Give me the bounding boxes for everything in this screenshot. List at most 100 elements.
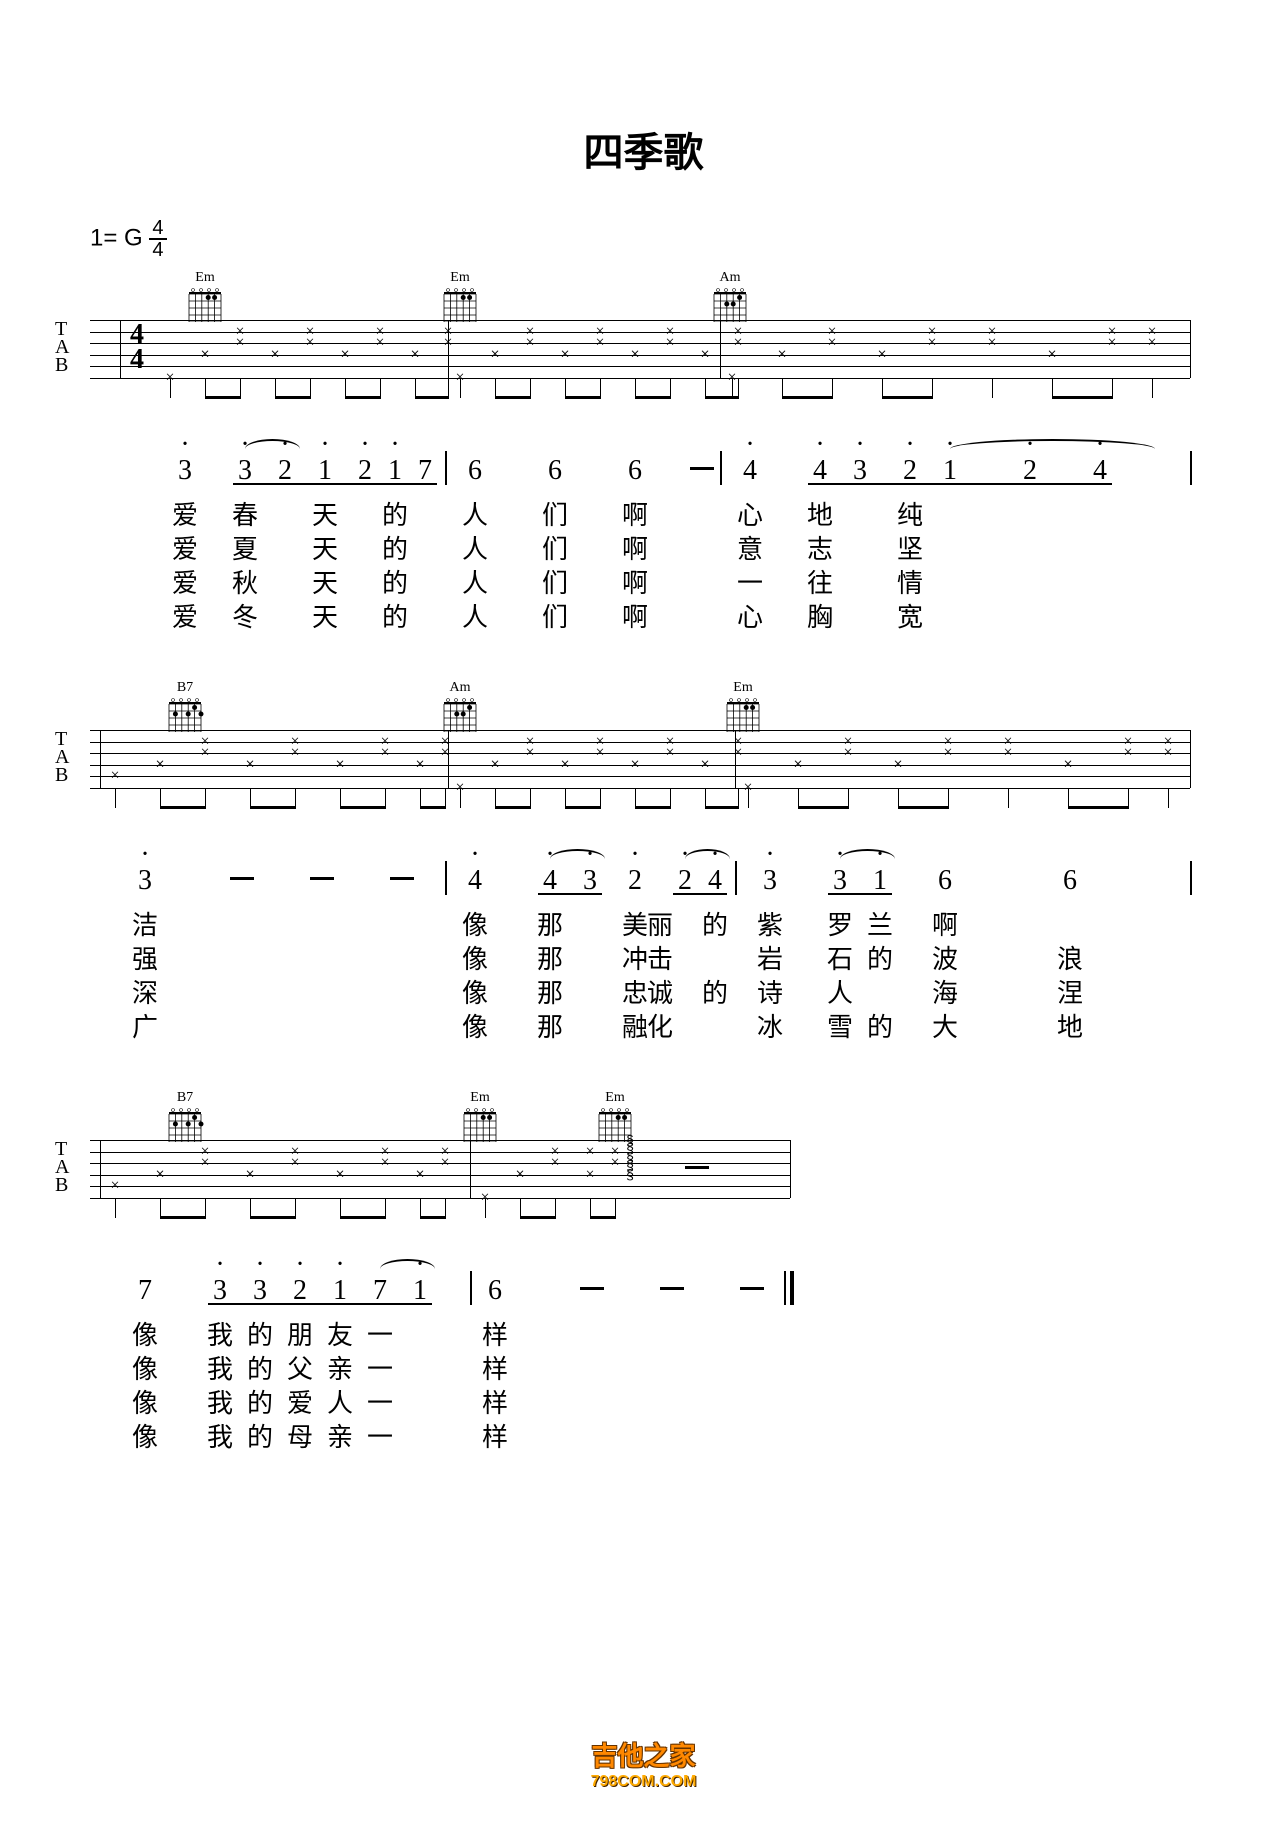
chord-diagram: Em xyxy=(435,270,485,327)
tab-note: × xyxy=(987,323,996,341)
lyric: 爱 xyxy=(165,597,205,634)
watermark: 吉他之家 798COM.COM xyxy=(591,1736,697,1791)
lyric: 的 xyxy=(240,1417,280,1454)
lyric: 像 xyxy=(455,973,495,1010)
tab-note: × xyxy=(630,346,639,364)
lyric: 浪 xyxy=(1050,939,1090,976)
lyric: 们 xyxy=(535,563,575,600)
lyric: 天 xyxy=(305,495,345,532)
tab-note: × xyxy=(1063,756,1072,774)
lyric: 爱 xyxy=(165,495,205,532)
lyric: 人 xyxy=(320,1383,360,1420)
lyric: 友 xyxy=(320,1315,360,1352)
lyric: 天 xyxy=(305,529,345,566)
lyric: 地 xyxy=(800,495,840,532)
tab-note: × xyxy=(155,1166,164,1184)
tab-note: × xyxy=(440,733,449,751)
chord-diagram: B7 xyxy=(160,680,210,737)
tab-note: × xyxy=(415,1166,424,1184)
tab-note: × xyxy=(665,733,674,751)
lyric: 一 xyxy=(360,1383,400,1420)
note: 3· xyxy=(130,865,160,897)
tab-note: × xyxy=(245,756,254,774)
tab-clef: B xyxy=(55,1174,68,1197)
lyric: 样 xyxy=(475,1349,515,1386)
chord-diagram: Em xyxy=(455,1090,505,1147)
lyric: 样 xyxy=(475,1315,515,1352)
tab-note: × xyxy=(585,1143,594,1161)
tab-note: × xyxy=(270,346,279,364)
tab-note: × xyxy=(927,323,936,341)
lyric: 深 xyxy=(125,973,165,1010)
tab-note: × xyxy=(700,756,709,774)
lyric: 啊 xyxy=(615,597,655,634)
note: 2· xyxy=(620,865,650,897)
lyric: 我 xyxy=(200,1349,240,1386)
lyric: 涅 xyxy=(1050,973,1090,1010)
lyric: 像 xyxy=(125,1349,165,1386)
lyric: 诚 xyxy=(640,973,680,1010)
tab-note: × xyxy=(410,346,419,364)
note: 6 xyxy=(1055,865,1085,897)
lyric: 的 xyxy=(240,1315,280,1352)
lyric: 像 xyxy=(125,1315,165,1352)
tab-note: × xyxy=(733,323,742,341)
tab-note: × xyxy=(525,733,534,751)
music-system: B7EmEmTAB××××××××××××××××××××××××××§§§§§… xyxy=(90,1090,790,1370)
note: 6 xyxy=(480,1275,510,1307)
note: 3· xyxy=(170,455,200,487)
tab-note: × xyxy=(943,733,952,751)
tab-note: × xyxy=(110,767,119,785)
tab-note: × xyxy=(1147,323,1156,341)
lyric: 像 xyxy=(125,1417,165,1454)
tab-note: × xyxy=(200,346,209,364)
lyric: 胸 xyxy=(800,597,840,634)
note: 4· xyxy=(460,865,490,897)
lyric: 啊 xyxy=(925,905,965,942)
tab-note: × xyxy=(1107,323,1116,341)
tab-note: × xyxy=(665,323,674,341)
lyric: 那 xyxy=(530,939,570,976)
chord-diagram: Em xyxy=(180,270,230,327)
lyric: 意 xyxy=(730,529,770,566)
lyric: 啊 xyxy=(615,563,655,600)
lyric: 罗 xyxy=(820,905,860,942)
chord-diagram: B7 xyxy=(160,1090,210,1147)
lyric: 啊 xyxy=(615,495,655,532)
lyric: 的 xyxy=(375,597,415,634)
lyric: 那 xyxy=(530,905,570,942)
lyric: 亲 xyxy=(320,1349,360,1386)
lyric: 诗 xyxy=(750,973,790,1010)
lyric: 的 xyxy=(860,939,900,976)
tab-note: × xyxy=(340,346,349,364)
key-signature: 1= G 44 xyxy=(90,218,1287,260)
tab-note: × xyxy=(290,733,299,751)
lyric: 的 xyxy=(375,563,415,600)
lyric: 的 xyxy=(375,529,415,566)
note: 6 xyxy=(620,455,650,487)
tab-note: × xyxy=(305,323,314,341)
tab-note: × xyxy=(443,323,452,341)
lyric: 兰 xyxy=(860,905,900,942)
tab-note: × xyxy=(585,1166,594,1184)
lyric: 广 xyxy=(125,1007,165,1044)
tab-note: × xyxy=(200,1143,209,1161)
lyric: 那 xyxy=(530,1007,570,1044)
lyric: 丽 xyxy=(640,905,680,942)
lyric: 波 xyxy=(925,939,965,976)
lyric: 爱 xyxy=(165,563,205,600)
lyric: 一 xyxy=(360,1417,400,1454)
lyric: 一 xyxy=(360,1349,400,1386)
lyric: 海 xyxy=(925,973,965,1010)
tab-note: × xyxy=(827,323,836,341)
lyric: 人 xyxy=(455,563,495,600)
lyric: 化 xyxy=(640,1007,680,1044)
tab-note: × xyxy=(525,323,534,341)
lyric: 强 xyxy=(125,939,165,976)
tab-note: × xyxy=(375,323,384,341)
lyric: 地 xyxy=(1050,1007,1090,1044)
lyric: 紫 xyxy=(750,905,790,942)
tab-note: × xyxy=(490,756,499,774)
lyric: 宽 xyxy=(890,597,930,634)
lyric: 的 xyxy=(860,1007,900,1044)
